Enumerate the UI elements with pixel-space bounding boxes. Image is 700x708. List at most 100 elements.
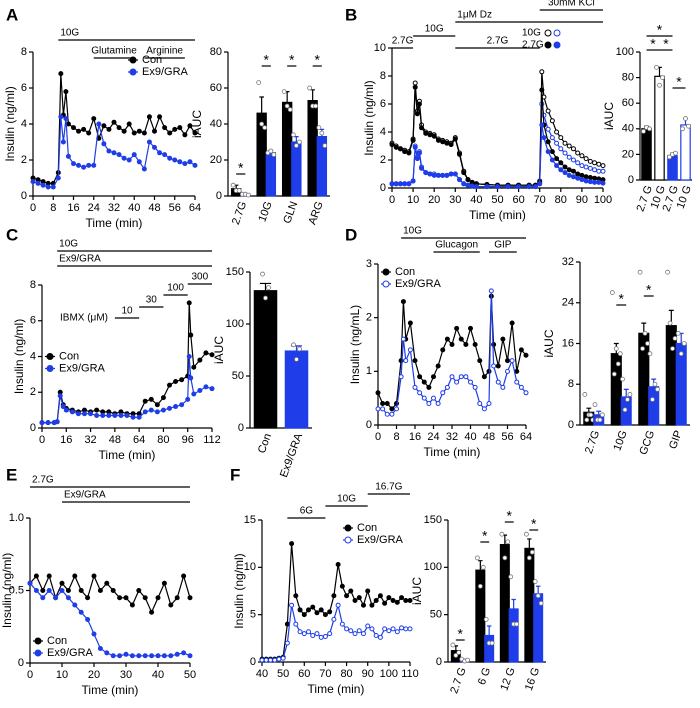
data-point xyxy=(331,616,337,622)
data-point xyxy=(30,179,36,185)
data-point xyxy=(431,172,437,178)
error-bar xyxy=(486,625,492,636)
data-point xyxy=(167,130,173,136)
data-point xyxy=(167,382,172,388)
bar xyxy=(291,141,302,197)
data-point xyxy=(319,130,325,136)
data-point xyxy=(167,405,172,411)
data-point xyxy=(91,162,97,168)
x-tick-label: 0 xyxy=(27,669,33,681)
data-point xyxy=(453,652,459,658)
data-point xyxy=(339,583,345,589)
data-point xyxy=(160,407,166,413)
x-tick-label: 0 xyxy=(30,202,36,214)
stimulus-label: Ex9/GRA xyxy=(64,490,106,501)
data-point xyxy=(136,159,142,165)
data-point xyxy=(570,168,576,174)
data-point xyxy=(627,392,633,397)
data-point xyxy=(123,595,129,601)
error-bar xyxy=(527,538,532,549)
x-tick-label: 70 xyxy=(534,194,546,206)
data-point xyxy=(435,172,441,178)
legend-marker xyxy=(382,268,390,276)
x-tick-label: 80 xyxy=(555,194,567,206)
data-point xyxy=(53,595,59,601)
significance-label: * xyxy=(657,22,663,38)
data-point xyxy=(65,121,71,127)
data-point xyxy=(554,140,560,146)
bar xyxy=(524,547,535,663)
y-axis-label: Insulin (ng/ml) xyxy=(0,553,14,628)
significance-label: * xyxy=(663,36,669,52)
x-tick-label: 40 xyxy=(470,194,482,206)
data-point xyxy=(245,192,251,198)
data-point xyxy=(327,631,333,637)
data-point xyxy=(72,602,78,608)
data-point xyxy=(579,172,585,178)
data-point xyxy=(588,412,594,418)
data-point xyxy=(481,374,487,380)
data-point xyxy=(157,114,163,120)
x-tick-label: 110 xyxy=(401,668,419,680)
data-point xyxy=(412,384,418,390)
data-point xyxy=(65,153,71,159)
data-point xyxy=(583,178,589,184)
data-point xyxy=(554,156,560,162)
data-point xyxy=(192,130,198,136)
data-point xyxy=(126,157,132,163)
data-point xyxy=(545,149,551,155)
data-point xyxy=(472,384,478,390)
data-point xyxy=(267,657,273,663)
data-point xyxy=(384,401,390,407)
data-point xyxy=(136,128,142,134)
data-point xyxy=(262,125,268,130)
x-tick-label: 10G xyxy=(256,200,274,224)
bar xyxy=(508,608,519,663)
series-line xyxy=(378,290,527,415)
x-tick-label: 90 xyxy=(576,194,588,206)
data-point xyxy=(549,118,555,124)
data-point xyxy=(545,126,551,132)
data-point xyxy=(609,290,615,295)
y-tick-label: 80 xyxy=(210,46,222,58)
data-point xyxy=(377,593,383,599)
x-tick-label: 16 xyxy=(409,431,421,443)
data-point xyxy=(509,358,515,364)
data-point xyxy=(652,381,658,387)
data-point xyxy=(587,158,593,164)
data-point xyxy=(491,342,497,347)
data-point xyxy=(414,111,420,117)
data-point xyxy=(155,595,161,601)
data-point xyxy=(393,144,399,150)
data-point xyxy=(680,126,685,132)
data-point xyxy=(419,165,425,171)
data-point xyxy=(187,123,193,129)
data-point xyxy=(448,171,454,177)
y-tick-label: 10 xyxy=(244,561,256,573)
data-point xyxy=(78,609,84,615)
data-point xyxy=(417,390,423,396)
data-point xyxy=(406,181,412,187)
data-point xyxy=(94,407,100,413)
legend-label: Ex9/GRA xyxy=(357,534,404,546)
x-tick-label: 24 xyxy=(88,202,100,214)
data-point xyxy=(620,376,625,382)
legend-label: Con xyxy=(395,266,415,278)
data-point xyxy=(377,634,383,640)
bar xyxy=(654,75,665,181)
data-point xyxy=(157,150,163,156)
data-point xyxy=(63,116,69,122)
x-tick-label: 80 xyxy=(340,668,352,680)
data-point xyxy=(642,330,648,336)
y-tick-label: 0 xyxy=(21,190,27,202)
data-point xyxy=(179,377,185,383)
data-point xyxy=(301,631,307,637)
data-point xyxy=(197,387,203,393)
data-point xyxy=(523,352,529,358)
data-point xyxy=(123,651,129,657)
error-bar xyxy=(586,407,592,413)
data-point xyxy=(110,588,116,593)
stimulus-label: Ex9/GRA xyxy=(59,254,101,265)
data-point xyxy=(313,103,319,109)
data-point xyxy=(344,626,350,632)
